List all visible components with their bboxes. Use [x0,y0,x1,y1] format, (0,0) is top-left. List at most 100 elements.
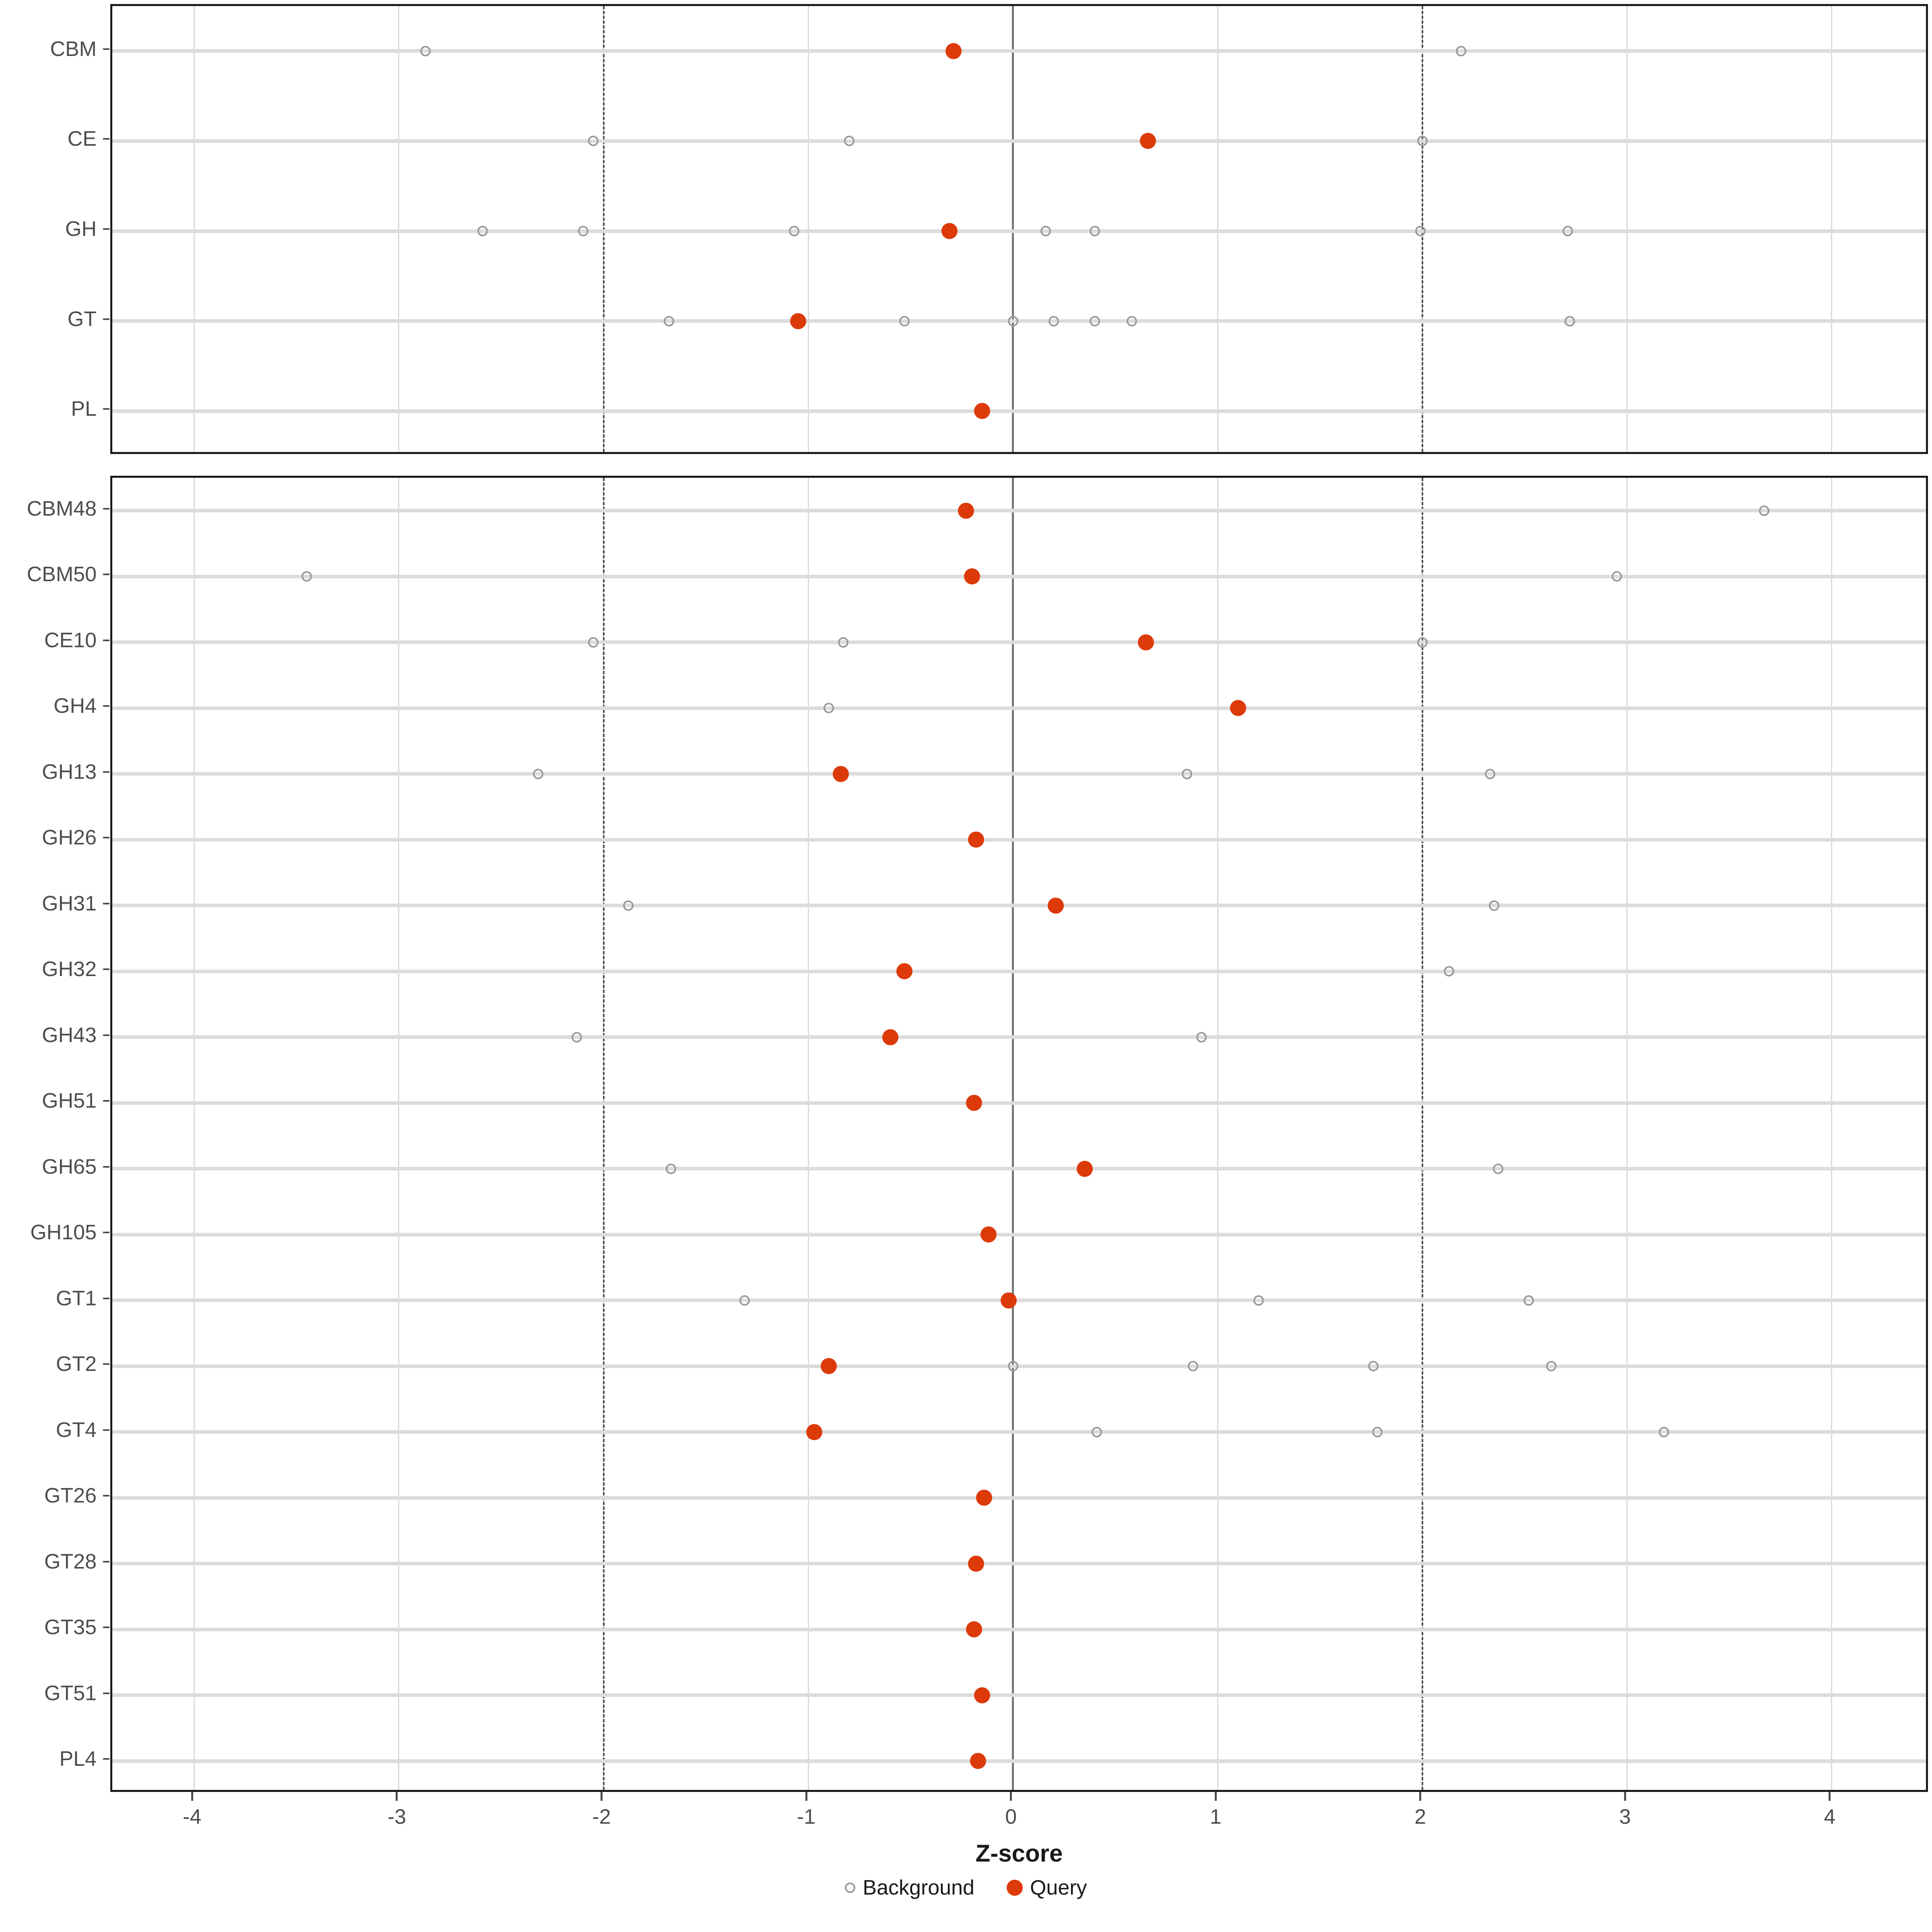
query-point [882,1029,898,1045]
background-point [1611,571,1622,582]
background-point [1562,226,1573,236]
background-point [1456,45,1467,56]
query-point [820,1358,837,1375]
cazyme-class-panel [110,4,1928,454]
x-tick-mark-2 [1419,1792,1422,1801]
y-tick-label-GH105: GH105 [30,1221,97,1245]
gridline-row-GH13 [112,772,1926,776]
y-tick-mark [103,1495,109,1497]
background-point [1188,1361,1199,1372]
background-point [1126,316,1137,326]
y-tick-label-PL: PL [71,397,97,421]
x-tick-mark-3 [1624,1792,1626,1801]
background-point [588,136,599,147]
reference-line-2 [1421,478,1423,1790]
y-tick-mark [103,1232,109,1234]
gridline-row-GH31 [112,904,1926,908]
background-point [1417,637,1428,648]
background-point [1253,1295,1264,1306]
y-tick-label-CE10: CE10 [44,628,97,652]
gridline-row-GT51 [112,1693,1926,1697]
query-point [974,403,991,419]
y-tick-label-GT35: GT35 [44,1616,97,1639]
x-tick-label--4: -4 [183,1805,202,1829]
y-tick-mark [103,705,109,707]
x-tick-label-1: 1 [1210,1805,1222,1829]
gridline-x-4 [1831,478,1833,1790]
cazyme-family-plot-area [112,478,1926,1790]
background-point [1372,1426,1383,1437]
x-tick-mark-1 [1214,1792,1217,1801]
background-point [533,768,543,779]
y-tick-label-GH43: GH43 [42,1023,97,1047]
legend-item-query[interactable]: Query [1006,1876,1087,1900]
y-tick-mark [103,408,109,410]
query-point [968,832,985,848]
background-point [899,316,910,326]
gridline-x--3 [398,6,400,452]
gridline-row-GT4 [112,1430,1926,1434]
y-tick-mark [103,1100,109,1102]
y-tick-mark [103,639,109,641]
query-point [966,1621,983,1638]
background-point [739,1295,750,1306]
y-tick-mark [103,48,109,50]
x-tick-label-4: 4 [1824,1805,1836,1829]
query-point [1230,700,1247,716]
background-point [1368,1361,1379,1372]
y-tick-label-GH: GH [65,217,97,241]
query-point [966,1095,983,1111]
gridline-x-0 [1012,6,1014,452]
y-tick-mark [103,837,109,839]
background-point [420,45,431,56]
query-point [1140,133,1156,149]
query-point [945,43,962,59]
x-tick-mark-4 [1829,1792,1831,1801]
gridline-row-CBM48 [112,509,1926,513]
gridline-row-GT2 [112,1364,1926,1368]
query-point [790,313,806,329]
query-point [1076,1160,1093,1177]
y-tick-mark [103,1692,109,1694]
background-point [1564,316,1575,326]
gridline-row-GH32 [112,969,1926,973]
y-tick-label-GH31: GH31 [42,892,97,915]
gridline-row-GH4 [112,706,1926,710]
legend-label-background: Background [863,1876,974,1899]
background-point [788,226,799,236]
background-point [588,637,599,648]
query-point [974,1687,991,1703]
gridline-row-GH26 [112,838,1926,842]
y-tick-mark [103,228,109,230]
y-tick-mark [103,968,109,970]
legend-item-background[interactable]: Background [845,1876,974,1900]
background-point [301,571,312,582]
x-tick-label--1: -1 [797,1805,816,1829]
y-tick-label-GT2: GT2 [56,1352,97,1376]
background-point [1546,1361,1557,1372]
gridline-row-PL [112,409,1926,413]
query-point [958,502,974,519]
query-point [941,223,958,239]
query-point [1048,897,1064,914]
query-point [833,766,849,782]
y-tick-label-GH26: GH26 [42,826,97,850]
gridline-row-GT [112,319,1926,323]
background-point [477,226,488,236]
query-point [968,1555,985,1572]
legend-label-query: Query [1030,1876,1087,1899]
gridline-row-GT35 [112,1627,1926,1631]
background-point [1488,900,1499,911]
background-point [1049,316,1059,326]
y-tick-label-GT26: GT26 [44,1484,97,1508]
y-tick-label-GT28: GT28 [44,1550,97,1573]
background-point [664,316,675,326]
gridline-row-GH105 [112,1232,1926,1236]
x-tick-label--2: -2 [592,1805,611,1829]
gridline-row-PL4 [112,1759,1926,1763]
background-point [1759,505,1770,516]
x-tick-label-0: 0 [1005,1805,1017,1829]
background-point [666,1163,677,1174]
background-point [838,637,848,648]
